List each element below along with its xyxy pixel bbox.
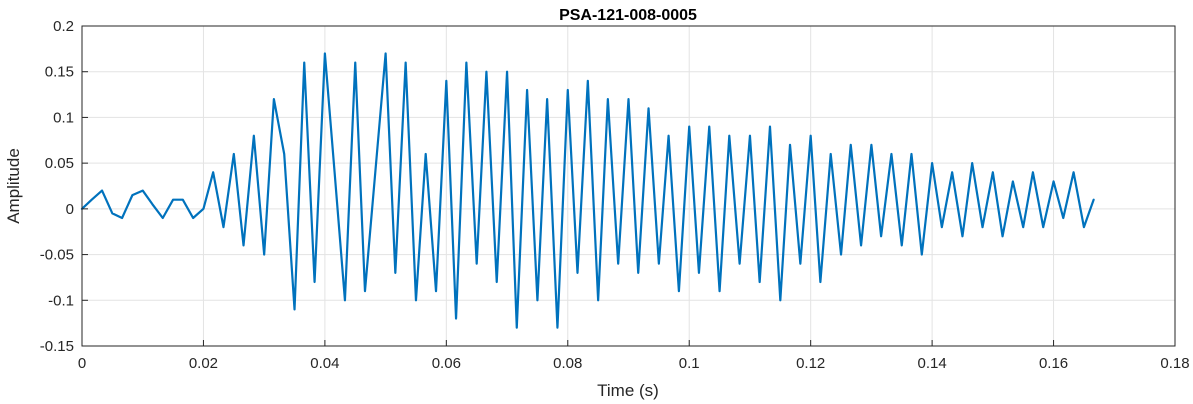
y-tick-label: 0.05 [45, 155, 74, 172]
series-line [80, 52, 1095, 329]
x-tick-label: 0.06 [432, 355, 461, 372]
x-tick-label: 0.08 [553, 355, 582, 372]
y-tick-label: 0.2 [53, 18, 74, 35]
x-tick-label: 0.14 [918, 355, 947, 372]
ticks: 0 0.02 0.04 0.06 0.08 0.1 0.12 0.14 0.16 0.18 -0.1… [40, 18, 1190, 372]
x-tick-label: 0.12 [796, 355, 825, 372]
y-tick-label: -0.1 [48, 292, 74, 309]
x-tick-label: 0.16 [1039, 355, 1068, 372]
series-layer [80, 52, 1095, 329]
y-tick-label: 0.1 [53, 109, 74, 126]
y-tick-label: -0.15 [40, 338, 74, 355]
plot-frame [81, 25, 1176, 347]
x-tick-label: 0.02 [189, 355, 218, 372]
y-tick-label: -0.05 [40, 247, 74, 264]
x-tick-label: 0.18 [1160, 355, 1189, 372]
x-tick-label: 0 [78, 355, 86, 372]
y-tick-label: 0 [66, 201, 74, 218]
x-axis-label: Time (s) [597, 381, 659, 400]
y-tick-label: 0.15 [45, 64, 74, 81]
chart-title: PSA-121-008-0005 [559, 7, 697, 24]
y-axis-label: Amplitude [4, 148, 23, 224]
plot-area [82, 26, 1175, 346]
x-tick-label: 0.1 [679, 355, 700, 372]
x-tick-label: 0.04 [310, 355, 339, 372]
